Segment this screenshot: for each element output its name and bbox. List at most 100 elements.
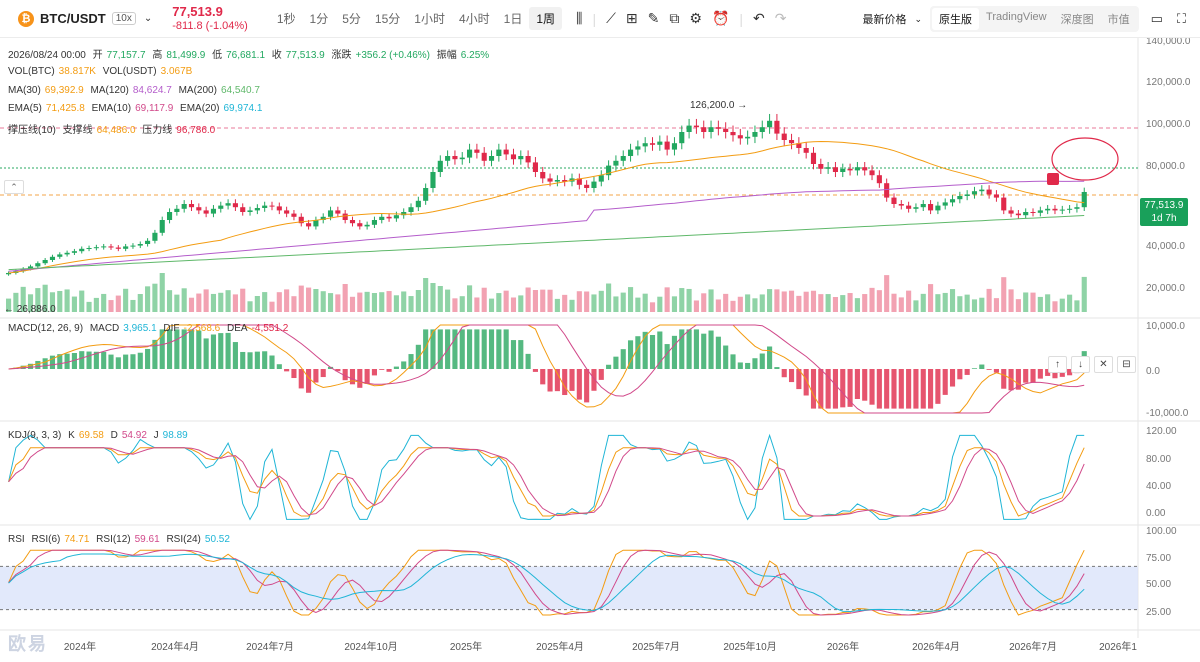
macd-bar — [1008, 369, 1014, 391]
interval-tabs: 1秒 1分 5分 15分 1小时 4小时 1日 1周 — [270, 7, 563, 30]
candle-body — [254, 208, 260, 211]
volume-bar — [393, 295, 399, 312]
price-summary: 77,513.9 -811.8 (-1.04%) — [172, 4, 248, 33]
bitcoin-icon: ₿ — [18, 10, 34, 27]
candle-body — [818, 164, 824, 169]
volume-bar — [1015, 299, 1021, 312]
chart-area[interactable]: 140,000.0120,000.0100,000.080,000.060,00… — [0, 36, 1200, 657]
macd-bar — [898, 369, 904, 409]
interval-tab-6[interactable]: 1日 — [503, 12, 523, 26]
indicator-icon[interactable]: ⟋ — [606, 10, 616, 26]
macd-bar — [671, 335, 678, 369]
rsi24-line — [8, 553, 1085, 613]
time-tick-1: 2024年4月 — [151, 640, 199, 653]
grid-icon[interactable]: ⊞ — [625, 10, 638, 26]
candle-body — [679, 132, 685, 144]
mode-tab-2[interactable]: 深度图 — [1060, 14, 1094, 26]
arrow-down-icon[interactable]: ↓ — [1071, 356, 1090, 373]
interval-tab-3[interactable]: 15分 — [374, 12, 401, 26]
interval-tab-1[interactable]: 1分 — [309, 12, 329, 26]
fullscreen-icon[interactable]: ⛶ — [1176, 11, 1186, 26]
ema-legend: EMA(5) 71,425.8 EMA(10) 69,117.9 EMA(20) 69… — [8, 103, 266, 114]
interval-tab-7[interactable]: 1周 — [529, 7, 563, 30]
vol-btc-value: 38.817K — [58, 66, 96, 77]
volume-bar — [496, 293, 502, 312]
macd-bar — [196, 330, 202, 369]
alert-icon[interactable]: ⏰ — [711, 10, 730, 26]
legend-amp-label: 振幅 — [436, 50, 457, 61]
macd-bar — [540, 369, 546, 385]
macd-bar — [203, 338, 209, 369]
interval-tab-5[interactable]: 4小时 — [458, 12, 490, 26]
candle-type-icon[interactable]: ⫼ — [576, 10, 583, 26]
current-price-tag: 77,513.9 1d 7h — [1140, 198, 1188, 226]
volume-bar — [13, 292, 19, 312]
interval-tab-2[interactable]: 5分 — [342, 12, 361, 26]
volume-bar — [942, 292, 948, 312]
volume-bar — [459, 296, 465, 312]
candle-body — [620, 156, 626, 161]
candle-body — [342, 213, 348, 220]
volume-bar — [240, 288, 246, 312]
mode-tab-3[interactable]: 市值 — [1107, 14, 1130, 26]
vol-btc-label: VOL(BTC) — [8, 66, 55, 77]
candle-body — [496, 149, 502, 156]
macd-bar — [210, 334, 217, 369]
draw-icon[interactable]: ✎ — [647, 10, 660, 26]
sr-legend: 撑压线(10) 支撑线 64,486.0 压力线 96,786.0 — [8, 121, 219, 136]
candle-body — [591, 181, 597, 188]
candle-body — [796, 143, 802, 148]
candle-body — [152, 232, 158, 241]
candle-body — [35, 263, 41, 267]
macd-bar — [130, 354, 136, 369]
macd-bar — [562, 369, 568, 396]
price-type-select[interactable]: 最新价格 — [862, 14, 907, 26]
chevron-down-icon[interactable]: ⌄ — [143, 13, 153, 24]
volume-bar — [642, 293, 648, 312]
macd-bar — [825, 369, 831, 409]
volume-bar — [49, 292, 56, 312]
candle-body — [840, 168, 846, 172]
redo-icon[interactable]: ↷ — [774, 10, 787, 26]
candle-body — [79, 248, 85, 252]
mode-tab-1[interactable]: TradingView — [986, 11, 1047, 23]
legend-close: 77,513.9 — [285, 50, 325, 61]
volume-bar — [554, 298, 560, 312]
macd-bar — [306, 369, 312, 393]
candle-body — [686, 125, 692, 132]
chart-canvas[interactable]: 140,000.0120,000.0100,000.080,000.060,00… — [0, 36, 1200, 657]
d-line — [8, 447, 1085, 517]
mode-tab-0[interactable]: 原生版 — [932, 8, 980, 30]
macd-bar — [620, 349, 626, 369]
ma-legend: MA(30) 69,392.9 MA(120) 84,624.7 MA(200) 64… — [8, 85, 264, 96]
chevron-down-icon[interactable]: ⌄ — [914, 13, 923, 24]
candle-body — [752, 132, 758, 137]
dea-value: -4,551.2 — [251, 323, 289, 334]
collapse-icon[interactable]: ✕ — [1094, 356, 1113, 373]
volume-bar — [620, 292, 626, 312]
macd-bar — [891, 369, 897, 409]
volume-bar — [810, 290, 817, 312]
pair-selector[interactable]: BTC/USDT — [40, 11, 106, 26]
undo-icon[interactable]: ↶ — [753, 10, 765, 26]
template-icon[interactable]: ⧉ — [669, 10, 680, 26]
time-tick-9: 2026年4月 — [912, 640, 960, 653]
candle-body — [701, 127, 707, 132]
support-label: 支撑线 — [62, 125, 93, 136]
macd-bar — [810, 369, 817, 409]
macd-bar — [723, 345, 729, 369]
top-toolbar: ₿ BTC/USDT 10x ⌄ 77,513.9 -811.8 (-1.04%… — [0, 0, 1200, 38]
macd-bar — [1045, 369, 1051, 376]
candle-body — [613, 160, 619, 166]
arrow-up-icon[interactable]: ↑ — [1048, 356, 1067, 373]
interval-tab-4[interactable]: 1小时 — [414, 12, 445, 26]
interval-tab-0[interactable]: 1秒 — [276, 12, 296, 26]
gear-icon[interactable]: ⚙ — [689, 10, 702, 26]
window-icon[interactable]: ▭ — [1150, 11, 1163, 26]
volume-bar — [986, 288, 992, 312]
close-pane-icon[interactable]: ⊟ — [1117, 356, 1136, 373]
candle-body — [525, 156, 531, 163]
macd-bar — [942, 369, 948, 395]
collapse-legend-button[interactable]: ⌃ — [4, 180, 24, 194]
candle-body — [810, 152, 817, 164]
